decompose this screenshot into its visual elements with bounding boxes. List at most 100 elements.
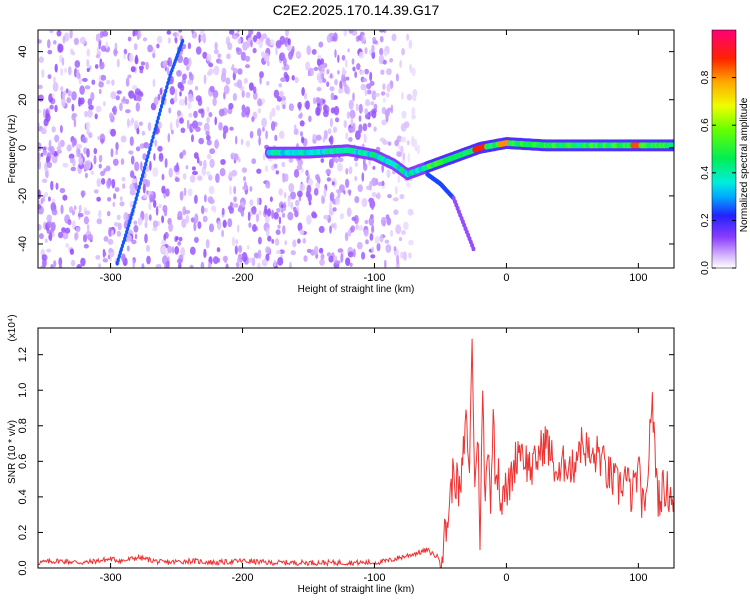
heatmap-cell — [140, 173, 145, 179]
heatmap-cell — [138, 30, 142, 39]
heatmap-cell — [376, 242, 381, 252]
heatmap-cell — [78, 204, 82, 213]
heatmap-cell — [355, 103, 359, 112]
heatmap-cell — [93, 147, 98, 155]
heatmap-cell — [303, 255, 308, 262]
heatmap-cell — [140, 161, 143, 171]
heatmap-cell — [471, 246, 476, 252]
heatmap-cell — [386, 83, 391, 92]
heatmap-cell — [369, 233, 374, 241]
heatmap-cell — [53, 260, 57, 268]
heatmap-cell — [354, 175, 358, 182]
heatmap-cell — [126, 118, 130, 128]
heatmap-cell — [213, 65, 220, 76]
heatmap-cell — [177, 210, 183, 220]
heatmap-cell — [169, 86, 175, 96]
heatmap-cell — [49, 231, 53, 242]
heatmap-cell — [379, 36, 384, 43]
heatmap-cell — [393, 209, 399, 215]
heatmap-cell — [208, 185, 215, 195]
heatmap-cell — [127, 36, 132, 42]
heatmap-cell — [70, 259, 76, 267]
heatmap-cell — [219, 59, 223, 65]
heatmap-cell — [277, 224, 281, 229]
heatmap-cell — [194, 236, 199, 243]
heatmap-cell — [206, 134, 211, 141]
heatmap-cell — [78, 97, 81, 107]
heatmap-cell — [73, 118, 77, 128]
spectrogram-frame — [37, 29, 675, 269]
heatmap-cell — [167, 37, 171, 44]
heatmap-cell — [86, 224, 90, 232]
heatmap-cell — [271, 239, 275, 244]
heatmap-cell — [58, 231, 64, 239]
heatmap-cell — [106, 211, 111, 217]
heatmap-cell — [159, 87, 163, 96]
heatmap-cell — [270, 121, 276, 131]
heatmap-cell — [380, 216, 387, 227]
heatmap-cell — [102, 258, 109, 263]
heatmap-cell — [326, 69, 330, 75]
snr-series-line — [38, 338, 674, 568]
heatmap-cell — [322, 78, 327, 83]
heatmap-cell — [163, 233, 167, 241]
heatmap-cell — [366, 185, 372, 191]
snr-y-tick-label: 1.0 — [17, 383, 29, 398]
heatmap-cell — [382, 97, 386, 103]
heatmap-cell — [57, 43, 64, 53]
heatmap-cell — [160, 245, 167, 254]
heatmap-cell — [153, 96, 159, 106]
heatmap-cell — [131, 178, 137, 183]
heatmap-cell — [283, 57, 287, 67]
heatmap-cell — [340, 253, 344, 263]
heatmap-cell — [275, 46, 278, 56]
heatmap-cell — [38, 233, 44, 240]
heatmap-cell — [330, 73, 333, 79]
heatmap-cell — [180, 247, 185, 257]
heatmap-cell — [174, 246, 179, 255]
heatmap-cell — [179, 98, 185, 106]
heatmap-cell — [184, 209, 191, 215]
heatmap-cell — [275, 250, 281, 255]
heatmap-cell — [398, 145, 402, 150]
heatmap-cell — [301, 167, 304, 173]
spectrogram-x-tick-label: -100 — [363, 272, 385, 284]
heatmap-cell — [348, 99, 354, 110]
heatmap-cell — [152, 226, 158, 232]
heatmap-cell — [152, 167, 159, 178]
heatmap-cell — [149, 142, 153, 148]
colorbar: 0.0 0.2 0.4 0.6 0.8 Normalized spectral ampl… — [700, 29, 750, 275]
heatmap-cell — [129, 215, 133, 221]
heatmap-cell — [332, 126, 338, 133]
heatmap-cell — [297, 190, 303, 198]
heatmap-cell — [42, 258, 47, 268]
heatmap-cell — [100, 45, 107, 52]
heatmap-cell — [263, 52, 270, 63]
heatmap-cell — [349, 262, 353, 267]
heatmap-cell — [259, 71, 264, 79]
heatmap-cell — [219, 168, 226, 177]
heatmap-cell — [61, 91, 66, 100]
heatmap-cell — [64, 67, 67, 74]
heatmap-cell — [56, 30, 62, 37]
heatmap-cell — [60, 204, 64, 215]
heatmap-cell — [209, 158, 215, 168]
heatmap-cell — [123, 48, 128, 55]
heatmap-cell — [406, 93, 412, 101]
heatmap-cell — [161, 100, 165, 106]
heatmap-cell — [38, 84, 43, 90]
spectrogram-y-tick-label: 20 — [17, 94, 29, 106]
heatmap-cell — [170, 98, 175, 105]
heatmap-cell — [358, 115, 362, 122]
snr-y-label: SNR (10 * v/v) — [7, 420, 18, 484]
snr-y-multiplier: (x10⁴) — [7, 314, 18, 341]
heatmap-cell — [192, 170, 198, 176]
heatmap-cell — [83, 243, 89, 249]
heatmap-cell — [345, 257, 351, 267]
heatmap-cell — [311, 49, 317, 55]
heatmap-cell — [347, 228, 352, 237]
heatmap-cell — [152, 51, 156, 59]
heatmap-cell — [158, 153, 164, 162]
heatmap-cell — [148, 146, 152, 152]
heatmap-cell — [38, 39, 42, 44]
